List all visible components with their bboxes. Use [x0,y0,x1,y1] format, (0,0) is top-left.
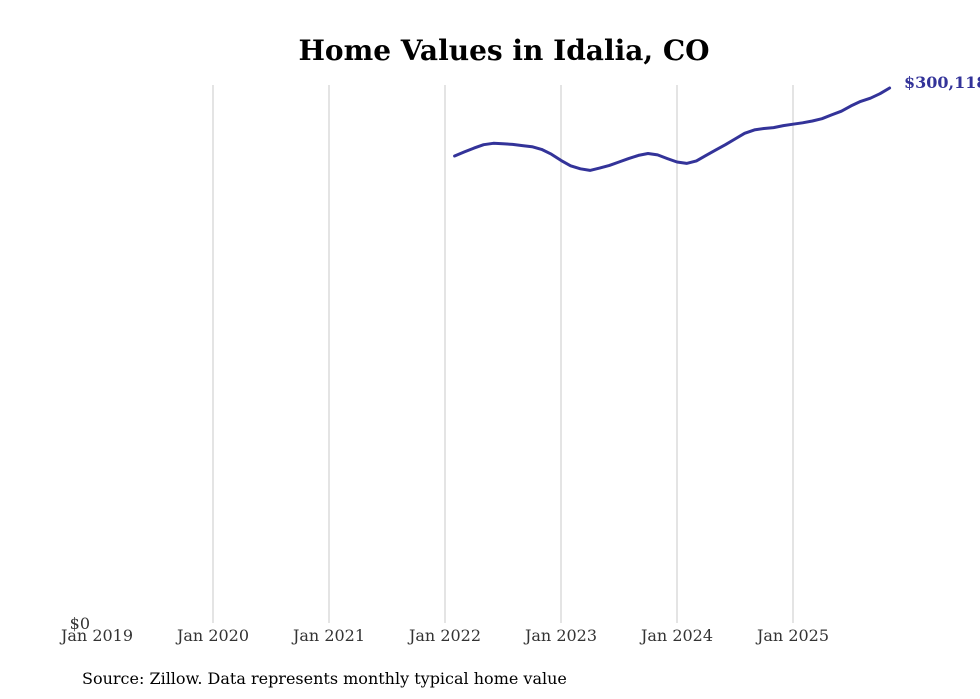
x-axis-ticks: Jan 2019 Jan 2020 Jan 2021 Jan 2022 Jan 2023… [59,626,829,645]
chart-title: Home Values in Idalia, CO [298,34,709,67]
x-tick-label: Jan 2023 [523,626,597,645]
latest-value-label: $300,118 [904,73,980,92]
y-axis-zero-label: $0 [70,614,90,633]
x-tick-label: Jan 2025 [755,626,829,645]
vertical-gridlines [212,85,794,623]
source-note: Source: Zillow. Data represents monthly … [82,669,567,688]
x-tick-label: Jan 2024 [639,626,713,645]
x-tick-label: Jan 2021 [291,626,365,645]
x-tick-label: Jan 2019 [59,626,133,645]
x-tick-label: Jan 2022 [407,626,481,645]
home-value-line [453,86,892,172]
x-tick-label: Jan 2020 [175,626,249,645]
